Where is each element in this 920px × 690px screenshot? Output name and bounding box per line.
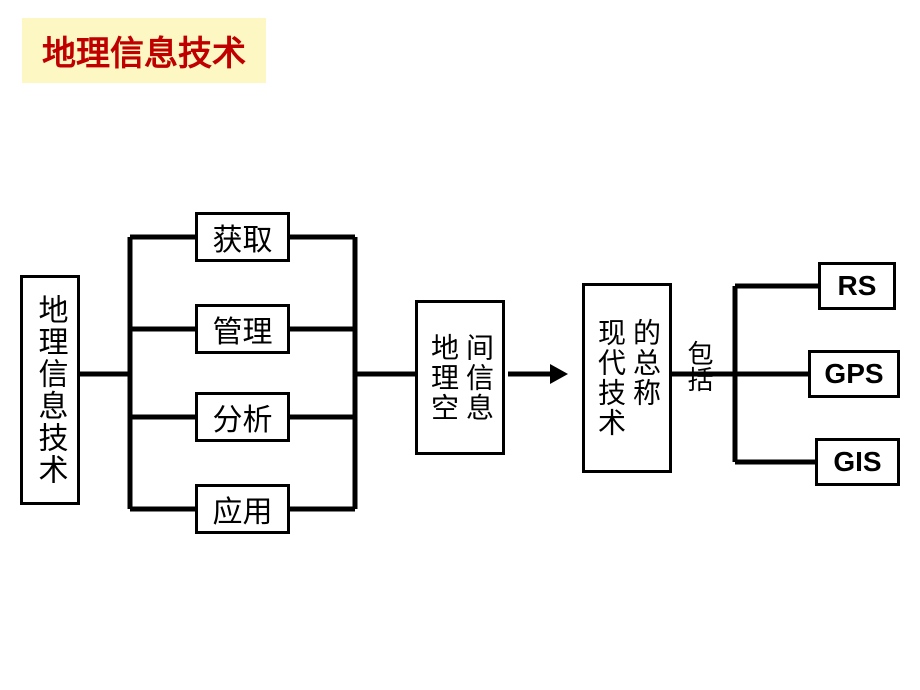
node-gps: GPS xyxy=(808,350,900,398)
node-modern: 现代技术的总称 xyxy=(582,283,672,473)
node-apply: 应用 xyxy=(195,484,290,534)
title-banner: 地理信息技术 xyxy=(22,18,266,83)
node-gis: GIS xyxy=(815,438,900,486)
label-include: 包括 xyxy=(680,340,717,392)
node-manage: 管理 xyxy=(195,304,290,354)
arrowhead-arrow xyxy=(550,364,568,384)
node-root: 地理信息技术 xyxy=(20,275,80,505)
node-analyze: 分析 xyxy=(195,392,290,442)
title-text: 地理信息技术 xyxy=(42,36,246,73)
node-acquire: 获取 xyxy=(195,212,290,262)
node-geoinfo: 地理空间信息 xyxy=(415,300,505,455)
node-rs: RS xyxy=(818,262,896,310)
